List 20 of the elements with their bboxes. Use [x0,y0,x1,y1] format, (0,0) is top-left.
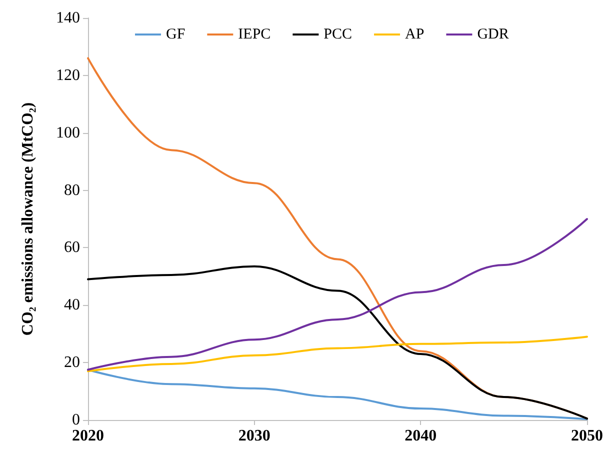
x-tick-label: 2050 [571,428,603,444]
legend-label: AP [405,26,424,42]
x-tick-label: 2040 [404,428,437,444]
legend-label: GF [166,26,186,42]
y-tick-label: 120 [56,66,80,84]
y-tick-label: 60 [64,239,80,256]
y-tick-label: 140 [56,10,80,26]
y-axis-title: CO₂ emissions allowance (MtCO₂) [20,102,36,336]
y-tick-label: 80 [64,182,80,199]
line-series [87,336,588,372]
line-series [87,218,588,371]
x-tick-label: 2020 [72,428,104,444]
y-tick-label: 40 [64,296,80,314]
y-tick-label: 20 [64,354,80,372]
y-tick-label: 100 [56,124,80,142]
legend-label: PCC [324,26,352,42]
legend-label: IEPC [238,26,271,42]
y-tick-label: 0 [72,412,80,428]
x-tick-label: 2030 [238,428,270,444]
legend-label: GDR [477,26,509,42]
